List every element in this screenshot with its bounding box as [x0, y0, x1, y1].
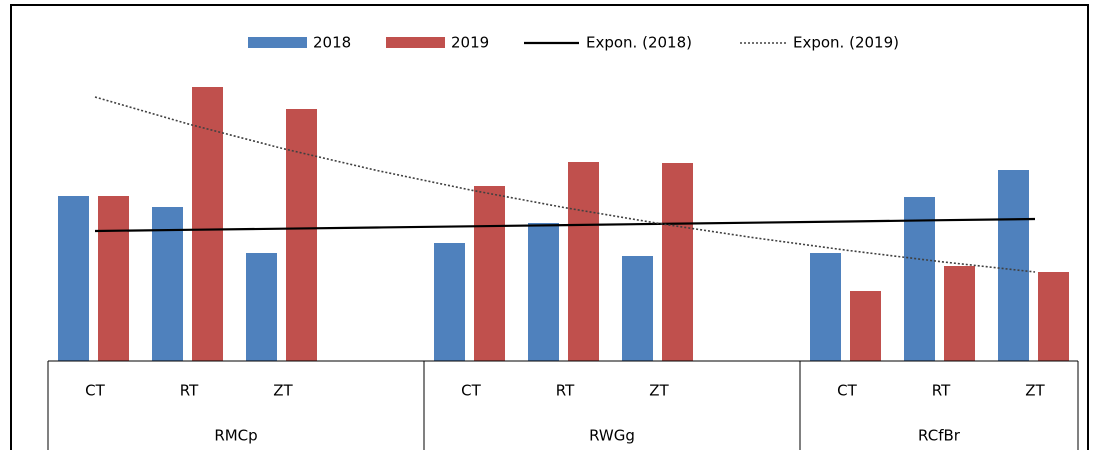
bar	[434, 243, 465, 361]
x-tick-label: ZT	[1025, 382, 1045, 400]
bar	[944, 266, 975, 361]
bar	[152, 207, 183, 361]
x-tick-label: RT	[932, 382, 951, 400]
bar	[1038, 272, 1069, 361]
legend-swatch	[248, 37, 307, 48]
legend-label: 2018	[313, 34, 351, 52]
bar	[246, 253, 277, 361]
legend-label: 2019	[451, 34, 489, 52]
legend-label: Expon. (2018)	[586, 34, 692, 52]
group-label: RCfBr	[918, 427, 961, 445]
bar	[98, 196, 129, 361]
bar	[810, 253, 841, 361]
x-tick-label: RT	[556, 382, 575, 400]
bar	[904, 197, 935, 361]
x-tick-label: CT	[461, 382, 481, 400]
bar	[850, 291, 881, 361]
x-tick-label: ZT	[273, 382, 293, 400]
group-label: RMCp	[214, 427, 257, 445]
bar	[568, 162, 599, 361]
legend-swatch	[386, 37, 445, 48]
bar	[998, 170, 1029, 361]
legend-label: Expon. (2019)	[793, 34, 899, 52]
bar	[286, 109, 317, 361]
group-label: RWGg	[589, 427, 635, 445]
bar	[58, 196, 89, 361]
x-tick-label: CT	[837, 382, 857, 400]
x-tick-label: CT	[85, 382, 105, 400]
x-tick-label: RT	[180, 382, 199, 400]
bar	[528, 223, 559, 361]
bar	[192, 87, 223, 361]
x-tick-label: ZT	[649, 382, 669, 400]
trendline	[94, 217, 1036, 233]
bar	[662, 163, 693, 361]
bar	[474, 186, 505, 361]
bar	[622, 256, 653, 361]
